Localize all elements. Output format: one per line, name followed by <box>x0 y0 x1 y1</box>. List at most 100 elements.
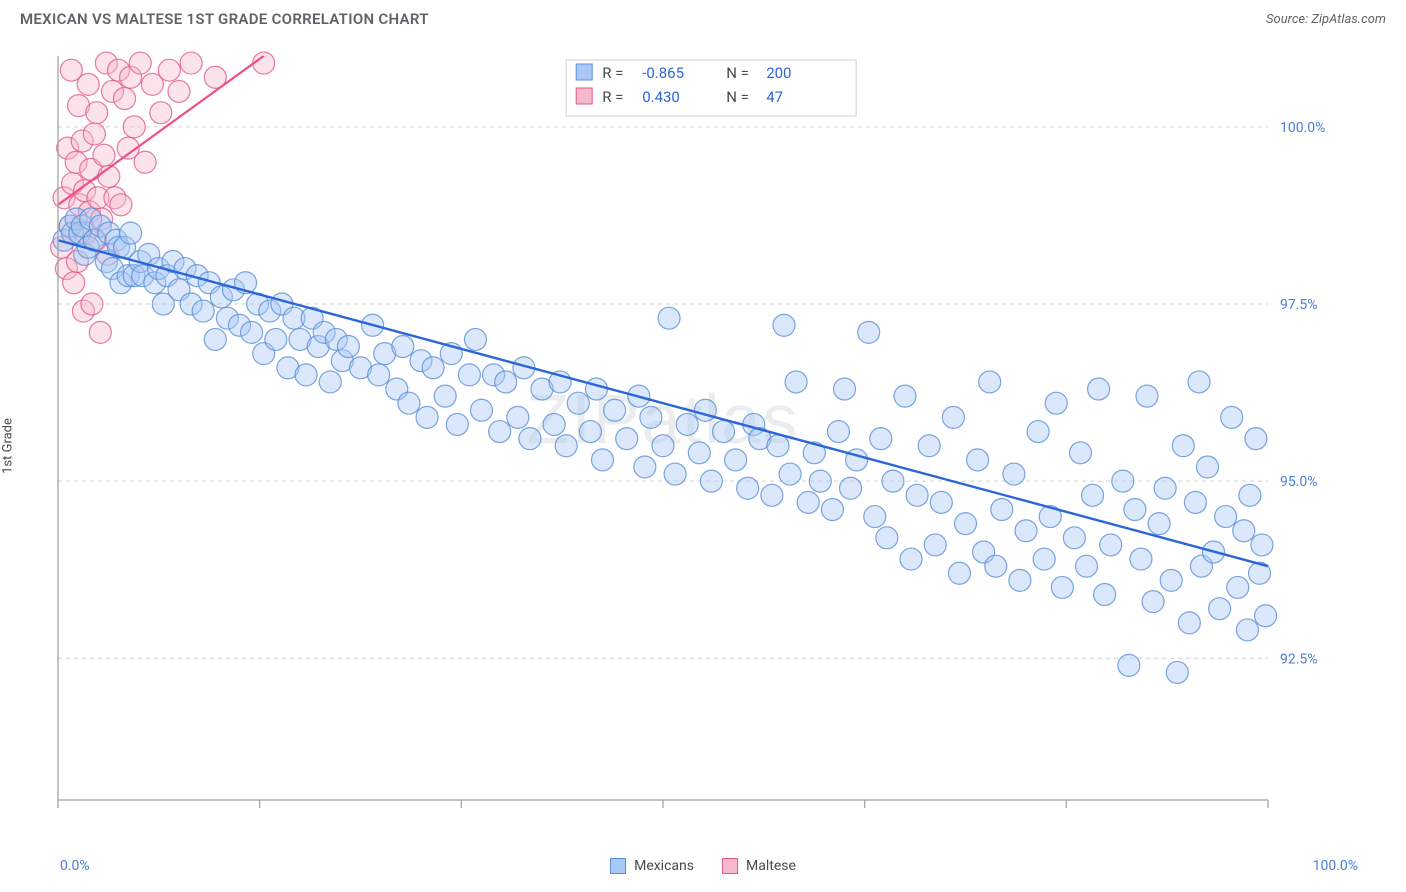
data-point <box>1063 527 1085 549</box>
data-point <box>676 413 698 435</box>
data-point <box>713 421 735 443</box>
data-point <box>876 527 898 549</box>
chart-title: MEXICAN VS MALTESE 1ST GRADE CORRELATION… <box>20 10 429 28</box>
data-point <box>567 392 589 414</box>
data-point <box>870 428 892 450</box>
legend-item-maltese: Maltese <box>722 858 796 874</box>
data-point <box>110 194 132 216</box>
data-point <box>1009 569 1031 591</box>
data-point <box>81 293 103 315</box>
data-point <box>1136 385 1158 407</box>
data-point <box>1015 520 1037 542</box>
stats-r-value: 0.430 <box>642 88 680 106</box>
data-point <box>1172 435 1194 457</box>
data-point <box>640 406 662 428</box>
data-point <box>1245 428 1267 450</box>
data-point <box>1027 421 1049 443</box>
data-point <box>1221 406 1243 428</box>
stats-n-label: N = <box>726 88 749 106</box>
stats-r-label: R = <box>602 64 623 82</box>
data-point <box>767 435 789 457</box>
data-point <box>725 449 747 471</box>
data-point <box>555 435 577 457</box>
data-point <box>265 328 287 350</box>
data-point <box>398 392 420 414</box>
data-point <box>89 321 111 343</box>
data-point <box>840 477 862 499</box>
data-point <box>471 399 493 421</box>
data-point <box>168 80 190 102</box>
data-point <box>123 116 145 138</box>
data-point <box>1045 392 1067 414</box>
data-point <box>1148 513 1170 535</box>
legend-label-mexicans: Mexicans <box>634 858 694 874</box>
data-point <box>592 449 614 471</box>
scatter-plot: 92.5%95.0%97.5%100.0%ZIPatlasR =-0.865N … <box>48 48 1338 818</box>
data-point <box>930 491 952 513</box>
data-point <box>495 371 517 393</box>
data-point <box>368 364 390 386</box>
data-point <box>1069 442 1091 464</box>
data-point <box>422 357 444 379</box>
data-point <box>1124 498 1146 520</box>
data-point <box>985 555 1007 577</box>
stats-r-value: -0.865 <box>642 64 684 82</box>
y-tick-label: 100.0% <box>1280 120 1325 136</box>
data-point <box>446 413 468 435</box>
data-point <box>489 421 511 443</box>
data-point <box>1166 661 1188 683</box>
data-point <box>1236 619 1258 641</box>
y-tick-label: 97.5% <box>1280 297 1318 313</box>
legend-item-mexicans: Mexicans <box>610 858 694 874</box>
data-point <box>858 321 880 343</box>
data-point <box>894 385 916 407</box>
data-point <box>1130 548 1152 570</box>
data-point <box>1112 470 1134 492</box>
data-point <box>652 435 674 457</box>
data-point <box>948 562 970 584</box>
data-point <box>1227 576 1249 598</box>
data-point <box>1082 484 1104 506</box>
data-point <box>158 59 180 81</box>
data-point <box>979 371 1001 393</box>
data-point <box>1188 371 1210 393</box>
data-point <box>1255 605 1277 627</box>
data-point <box>337 336 359 358</box>
stats-r-label: R = <box>602 88 623 106</box>
data-point <box>507 406 529 428</box>
chart-header: MEXICAN VS MALTESE 1ST GRADE CORRELATION… <box>0 0 1406 36</box>
legend-swatch-mexicans <box>610 858 626 874</box>
stats-n-label: N = <box>726 64 749 82</box>
data-point <box>1197 456 1219 478</box>
data-point <box>253 52 275 74</box>
data-point <box>785 371 807 393</box>
y-tick-label: 92.5% <box>1280 651 1318 667</box>
data-point <box>900 548 922 570</box>
chart-area: 92.5%95.0%97.5%100.0%ZIPatlasR =-0.865N … <box>48 48 1386 832</box>
data-point <box>1209 598 1231 620</box>
data-point <box>827 421 849 443</box>
data-point <box>150 102 172 124</box>
data-point <box>906 484 928 506</box>
data-point <box>204 328 226 350</box>
data-point <box>1239 484 1261 506</box>
data-point <box>942 406 964 428</box>
data-point <box>809 470 831 492</box>
data-point <box>1154 477 1176 499</box>
stats-n-value: 200 <box>766 64 791 82</box>
data-point <box>434 385 456 407</box>
data-point <box>77 73 99 95</box>
data-point <box>1160 569 1182 591</box>
data-point <box>967 449 989 471</box>
data-point <box>134 151 156 173</box>
data-point <box>1118 654 1140 676</box>
data-point <box>1051 576 1073 598</box>
data-point <box>458 364 480 386</box>
legend-swatch-maltese <box>722 858 738 874</box>
chart-source: Source: ZipAtlas.com <box>1266 12 1386 27</box>
data-point <box>1233 520 1255 542</box>
data-point <box>63 272 85 294</box>
data-point <box>864 506 886 528</box>
data-point <box>1142 591 1164 613</box>
data-point <box>319 371 341 393</box>
